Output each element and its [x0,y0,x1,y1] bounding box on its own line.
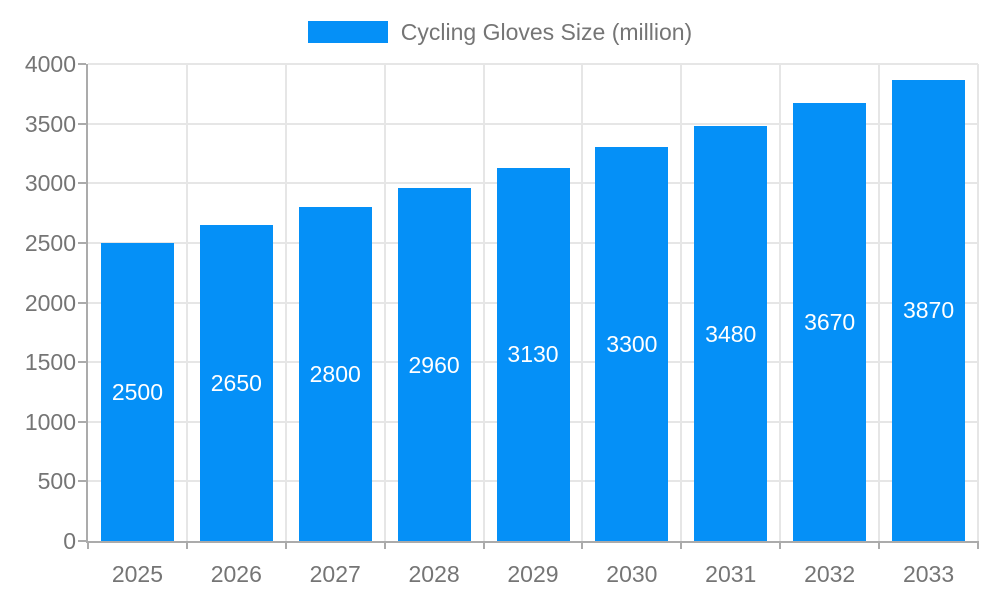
y-axis-tick [78,241,86,244]
x-axis-tick [383,541,386,549]
y-axis-tick-label: 2500 [24,229,76,256]
y-axis-tick [78,301,86,304]
x-gridline [482,64,485,541]
bar[interactable] [397,188,471,541]
y-axis-tick-label: 3500 [24,110,76,137]
x-axis-tick-label: 2029 [507,561,559,587]
bar-value-label: 3870 [902,297,955,324]
bar[interactable] [793,103,867,541]
x-axis-tick-label: 2033 [902,561,955,587]
x-axis-tick [185,541,188,549]
bar-value-label: 3670 [804,309,856,336]
x-gridline [779,64,782,541]
x-gridline [680,64,683,541]
x-gridline [581,64,584,541]
y-gridline [88,122,978,125]
y-axis-line [86,64,88,541]
y-axis-tick-label: 1000 [24,408,76,435]
x-axis-tick [482,541,485,549]
y-axis-tick [78,182,86,185]
legend-label: Cycling Gloves Size (million) [400,18,693,45]
bar[interactable] [298,207,372,541]
bar-value-label: 2500 [111,378,164,405]
y-axis-tick [78,480,86,483]
x-axis-tick [878,541,881,549]
y-gridline [88,63,978,65]
y-axis-tick [78,63,86,65]
bar[interactable] [100,242,174,541]
bar[interactable] [496,167,570,541]
y-axis-tick-label: 500 [37,468,76,495]
bar-value-label: 3130 [507,341,559,368]
x-axis-tick-label: 2026 [210,561,262,587]
x-axis-tick-label: 2025 [111,561,164,587]
y-axis-tick-label: 2000 [24,289,76,316]
x-gridline [383,64,386,541]
x-axis-tick [581,541,584,549]
x-axis-tick [977,541,979,549]
legend-swatch[interactable] [307,21,388,43]
y-axis-tick-label: 3000 [24,170,76,197]
y-axis-tick [78,420,86,423]
x-axis-line [86,541,978,543]
x-gridline [878,64,881,541]
x-gridline [977,64,979,541]
bar[interactable] [892,79,966,541]
x-axis-tick-label: 2031 [705,561,757,587]
bar-value-label: 2960 [408,351,460,378]
y-axis-tick-label: 4000 [24,51,76,77]
x-axis-tick [284,541,287,549]
x-axis-tick [87,541,89,549]
plot-area: 0 500 1000 1500 2000 2500 3000 3500 4000 2500 2025… [25,51,979,587]
chart-legend[interactable]: Cycling Gloves Size (million) [0,19,1000,45]
x-gridline [185,64,188,541]
bar[interactable] [199,224,273,541]
bar[interactable] [595,147,669,541]
x-axis-tick-label: 2027 [309,561,361,587]
x-gridline [284,64,287,541]
y-axis-tick [78,361,86,364]
y-axis-tick-label: 1500 [24,349,76,376]
y-axis-tick [78,122,86,125]
bar[interactable] [694,126,768,541]
bar-value-label: 2650 [210,369,262,396]
y-axis-tick [78,540,86,542]
x-axis-tick-label: 2030 [606,561,658,587]
x-axis-tick-label: 2032 [804,561,856,587]
bar-value-label: 3300 [606,331,658,358]
x-axis-tick [680,541,683,549]
x-axis-tick [779,541,782,549]
bar-value-label: 2800 [309,361,361,388]
x-axis-tick-label: 2028 [408,561,460,587]
y-axis-tick-label: 0 [63,528,76,554]
bar-value-label: 3480 [705,320,757,347]
